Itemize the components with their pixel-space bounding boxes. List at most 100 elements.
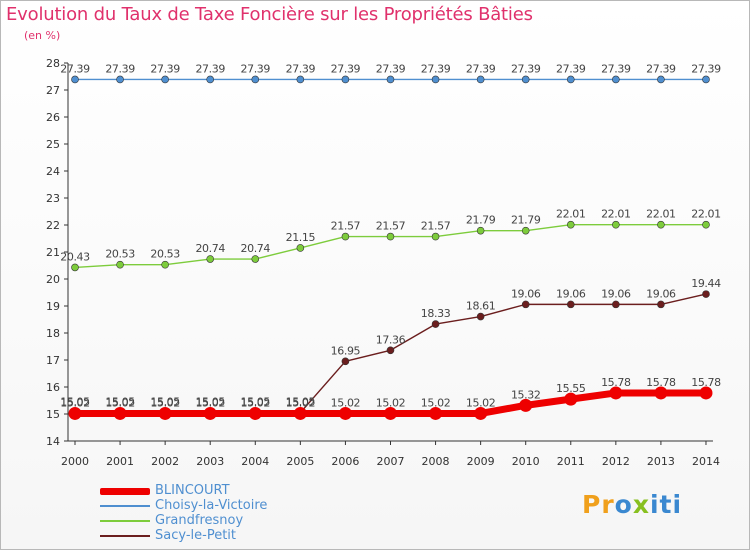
data-label-grandfresnoy: 21.57 (376, 220, 406, 233)
data-point-grandfresnoy (116, 260, 124, 269)
data-label-blincourt: 15.02 (195, 396, 225, 409)
data-label-choisy-la-victoire: 27.39 (646, 62, 676, 75)
data-point-grandfresnoy (702, 220, 710, 229)
x-tick-label: 2006 (331, 455, 359, 468)
data-label-grandfresnoy: 20.53 (150, 248, 180, 261)
data-label-sacy-le-petit: 18.61 (466, 300, 496, 313)
data-label-sacy-le-petit: 18.33 (421, 307, 451, 320)
y-tick-label: 15 (46, 408, 60, 421)
data-label-sacy-le-petit: 15.05 (60, 396, 90, 409)
y-tick-label: 26 (46, 111, 60, 124)
data-point-sacy-le-petit (657, 300, 665, 309)
y-tick-label: 23 (46, 192, 60, 205)
x-tick-label: 2009 (467, 455, 495, 468)
data-point-sacy-le-petit (476, 312, 485, 321)
data-label-grandfresnoy: 22.01 (601, 208, 631, 221)
data-label-choisy-la-victoire: 27.39 (691, 62, 721, 75)
data-label-grandfresnoy: 20.74 (195, 242, 225, 255)
data-label-blincourt: 15.02 (60, 396, 90, 409)
data-label-choisy-la-victoire: 27.39 (556, 62, 586, 75)
data-point-sacy-le-petit (566, 300, 575, 309)
data-point-grandfresnoy (386, 232, 395, 241)
data-label-sacy-le-petit: 19.06 (556, 287, 586, 300)
data-label-blincourt: 15.02 (105, 396, 135, 409)
data-label-sacy-le-petit: 19.06 (646, 287, 676, 300)
legend-label-blincourt: BLINCOURT (155, 483, 230, 498)
data-label-sacy-le-petit: 15.05 (105, 396, 135, 409)
data-point-blincourt (564, 392, 578, 406)
data-label-grandfresnoy: 22.01 (691, 208, 721, 221)
data-label-choisy-la-victoire: 27.39 (195, 62, 225, 75)
y-tick-label: 22 (46, 219, 60, 232)
data-point-blincourt (68, 406, 82, 420)
y-tick-label: 14 (46, 435, 60, 448)
x-tick-label: 2003 (196, 455, 224, 468)
data-point-grandfresnoy (341, 232, 350, 241)
data-label-choisy-la-victoire: 27.39 (511, 62, 541, 75)
data-point-grandfresnoy (206, 255, 215, 263)
data-label-blincourt: 15.02 (421, 396, 451, 409)
data-label-grandfresnoy: 20.43 (60, 250, 90, 263)
data-label-grandfresnoy: 21.57 (331, 220, 361, 233)
data-label-choisy-la-victoire: 27.39 (466, 62, 496, 75)
data-point-choisy-la-victoire (657, 75, 665, 84)
data-label-grandfresnoy: 21.79 (511, 214, 541, 227)
data-point-blincourt (519, 398, 533, 412)
y-axis-unit: (en %) (24, 29, 61, 42)
legend-label-sacy: Sacy-le-Petit (155, 528, 237, 543)
data-label-choisy-la-victoire: 27.39 (60, 62, 90, 75)
data-label-blincourt: 15.78 (646, 376, 676, 389)
x-tick-label: 2010 (512, 455, 540, 468)
x-tick-label: 2007 (376, 455, 404, 468)
data-label-sacy-le-petit: 16.95 (331, 344, 361, 357)
data-point-choisy-la-victoire (566, 75, 575, 84)
proxiti-logo: Proxiti (582, 490, 683, 519)
data-point-grandfresnoy (161, 260, 169, 269)
data-point-choisy-la-victoire (476, 75, 485, 84)
data-point-blincourt (609, 386, 623, 400)
y-tick-label: 21 (46, 246, 60, 259)
data-point-blincourt (654, 386, 668, 400)
data-point-blincourt (474, 406, 488, 420)
data-label-blincourt: 15.02 (241, 396, 271, 409)
data-label-blincourt: 15.02 (150, 396, 180, 409)
legend-swatch-sacy (100, 535, 150, 537)
x-tick-label: 2012 (602, 455, 630, 468)
data-label-blincourt: 15.02 (331, 396, 361, 409)
data-point-grandfresnoy (521, 226, 530, 235)
data-point-blincourt (248, 406, 262, 420)
data-label-sacy-le-petit: 15.05 (195, 396, 225, 409)
data-label-blincourt: 15.55 (556, 382, 586, 395)
data-point-grandfresnoy (296, 244, 305, 252)
data-label-grandfresnoy: 20.53 (105, 248, 135, 261)
legend-label-grandfresnoy: Grandfresnoy (155, 513, 244, 528)
x-tick-label: 2014 (692, 455, 720, 468)
y-tick-label: 17 (46, 354, 60, 367)
chart-title: Evolution du Taux de Taxe Foncière sur l… (6, 4, 533, 25)
data-label-sacy-le-petit: 19.06 (511, 287, 541, 300)
data-label-grandfresnoy: 20.74 (241, 242, 271, 255)
data-point-grandfresnoy (657, 220, 665, 229)
y-tick-label: 16 (46, 381, 60, 394)
data-point-grandfresnoy (612, 220, 620, 229)
data-label-choisy-la-victoire: 27.39 (421, 62, 451, 75)
data-label-sacy-le-petit: 19.06 (601, 287, 631, 300)
data-point-choisy-la-victoire (341, 75, 350, 84)
data-point-choisy-la-victoire (116, 75, 124, 84)
data-label-choisy-la-victoire: 27.39 (241, 62, 271, 75)
data-point-choisy-la-victoire (296, 75, 305, 84)
data-point-blincourt (293, 406, 307, 420)
data-label-sacy-le-petit: 15.05 (286, 396, 316, 409)
y-tick-label: 18 (46, 327, 60, 340)
data-point-sacy-le-petit (341, 357, 350, 366)
data-point-grandfresnoy (566, 220, 575, 229)
y-tick-label: 28 (46, 57, 60, 70)
data-label-sacy-le-petit: 15.05 (150, 396, 180, 409)
data-label-grandfresnoy: 21.15 (286, 231, 316, 244)
y-tick-label: 19 (46, 300, 60, 313)
data-point-grandfresnoy (71, 263, 79, 272)
x-tick-label: 2005 (286, 455, 314, 468)
legend-swatch-grandfresnoy (100, 520, 150, 522)
data-point-choisy-la-victoire (431, 75, 440, 84)
